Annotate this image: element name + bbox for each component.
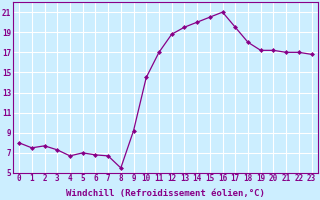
X-axis label: Windchill (Refroidissement éolien,°C): Windchill (Refroidissement éolien,°C) <box>66 189 265 198</box>
